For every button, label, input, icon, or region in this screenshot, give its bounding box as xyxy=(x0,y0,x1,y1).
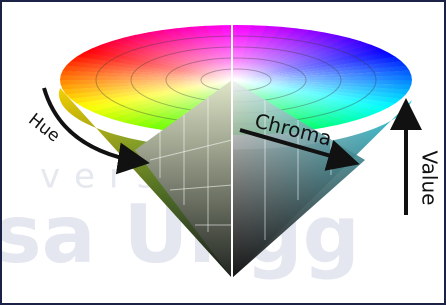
value-label: Value xyxy=(418,151,442,206)
page: versitas sa Ungg Hue Chroma Value (() =>… xyxy=(0,0,446,305)
hsv-cone-diagram: versitas sa Ungg Hue Chroma Value xyxy=(0,0,446,305)
